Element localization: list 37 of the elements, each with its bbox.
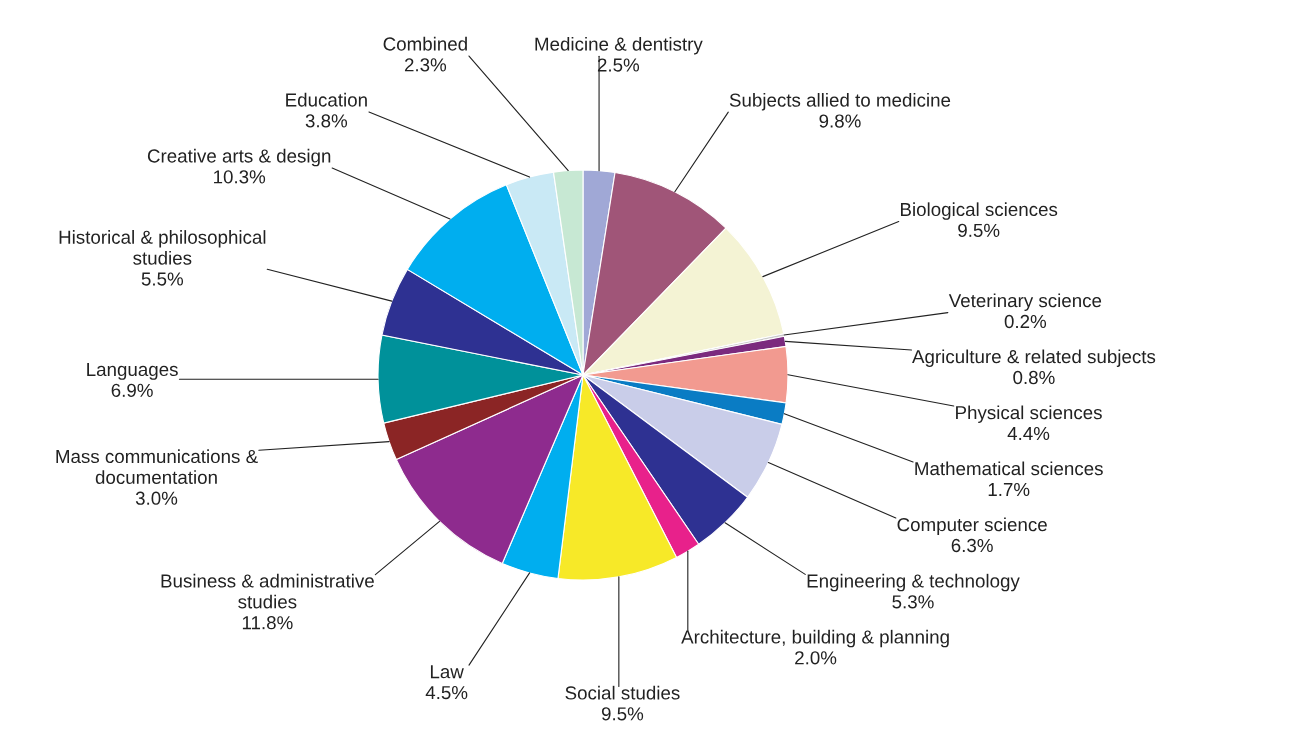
slice-label: Computer science [897,517,1047,535]
data-label: 6.3% [951,538,993,553]
slice-label: Subjects allied to medicine [729,93,951,111]
slice-label: Veterinary science [948,293,1102,311]
slice-label: Agriculture & related subjects [912,349,1156,367]
data-label: 9.8% [819,114,861,128]
slice-label: Law [430,665,464,679]
slice-label: Creative arts & design [147,148,331,167]
data-label: 3.0% [135,491,178,505]
data-label: 9.5% [601,707,644,721]
slice-label: Biological sciences [901,202,1058,220]
data-label: 0.2% [1004,314,1047,329]
slice-label: Architecture, building & planning [681,629,949,648]
data-label: 10.3% [214,170,266,184]
slice-label: Business & administrative studies [161,573,374,609]
slice-label: Medicine & dentistry [535,37,703,55]
data-label: 0.8% [1013,370,1055,385]
data-label: 4.5% [425,686,468,700]
data-label: 2.0% [795,651,837,665]
data-label: 4.4% [1007,426,1050,441]
data-label: 6.9% [111,383,153,397]
data-label: 11.8% [242,616,293,630]
slice-label: Combined [383,36,467,51]
data-label: 9.5% [958,223,1000,237]
data-label: 1.7% [988,482,1030,497]
slice-label: Physical sciences [956,405,1102,423]
slice-label: Historical & philosophical studies [59,230,266,265]
slice-label: Engineering & technology [807,573,1020,592]
slice-label: Mathematical sciences [915,461,1103,476]
data-label: 5.3% [892,595,934,609]
slice-label: Education [286,92,367,107]
slice-label: Social studies [565,685,680,700]
data-label: 5.5% [141,272,184,286]
slice-label: Mass communications & documentation [56,449,258,484]
slice-label: Languages [87,363,178,380]
data-label: 3.8% [305,114,348,128]
data-label: 2.3% [404,58,447,72]
